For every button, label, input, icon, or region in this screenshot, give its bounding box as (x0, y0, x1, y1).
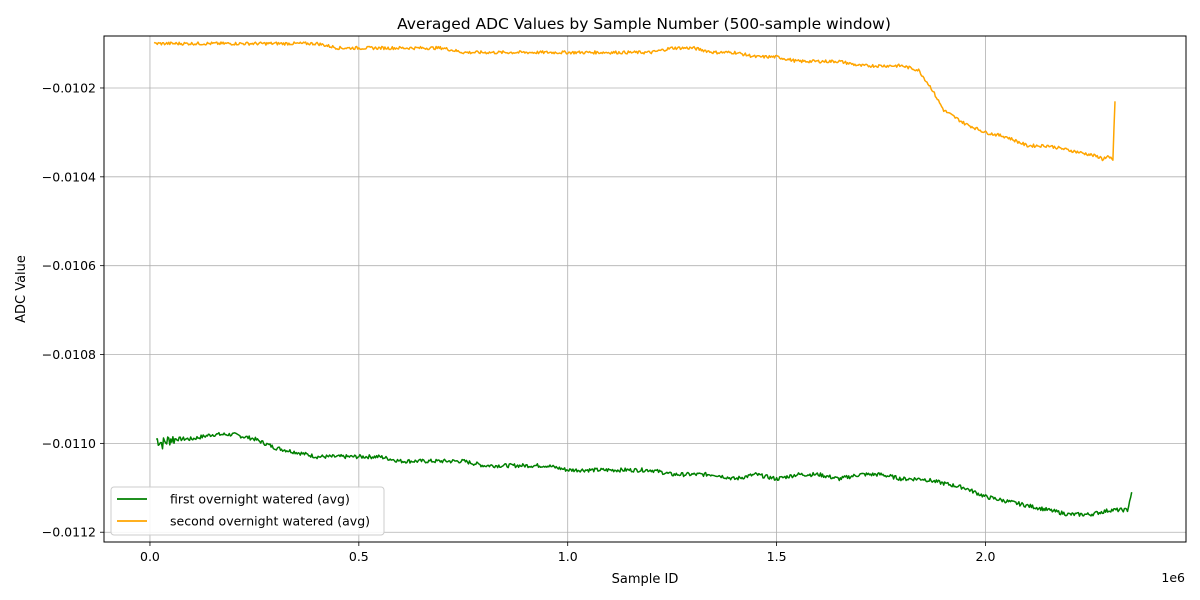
y-tick-label: −0.0104 (42, 169, 96, 184)
legend-label: second overnight watered (avg) (170, 514, 370, 529)
x-axis: 0.0 0.5 1.0 1.5 2.0 (140, 542, 995, 564)
x-tick-label: 0.5 (349, 549, 369, 564)
legend: first overnight watered (avg) second over… (110, 486, 385, 536)
x-axis-offset-text: 1e6 (1161, 570, 1185, 585)
x-tick-label: 2.0 (976, 549, 996, 564)
plot-frame (103, 35, 1187, 543)
y-tick-label: −0.0108 (42, 347, 96, 362)
grid-lines (104, 36, 1186, 542)
x-tick-label: 1.0 (558, 549, 578, 564)
y-tick-label: −0.0112 (42, 525, 96, 540)
legend-box (110, 486, 385, 536)
legend-label: first overnight watered (avg) (170, 492, 350, 507)
y-tick-label: −0.0106 (42, 258, 96, 273)
x-axis-label: Sample ID (612, 572, 679, 587)
series-line-1 (156, 431, 1133, 517)
x-tick-label: 1.5 (767, 549, 787, 564)
chart-title: Averaged ADC Values by Sample Number (50… (397, 15, 891, 33)
x-tick-label: 0.0 (140, 549, 160, 564)
plot-data (153, 41, 1133, 517)
series-line-2 (153, 41, 1116, 162)
y-tick-label: −0.0102 (42, 80, 96, 95)
y-axis: −0.0112 −0.0110 −0.0108 −0.0106 −0.0104 −0.01… (42, 80, 104, 540)
y-axis-label: ADC Value (14, 255, 29, 323)
y-tick-label: −0.0110 (42, 436, 96, 451)
